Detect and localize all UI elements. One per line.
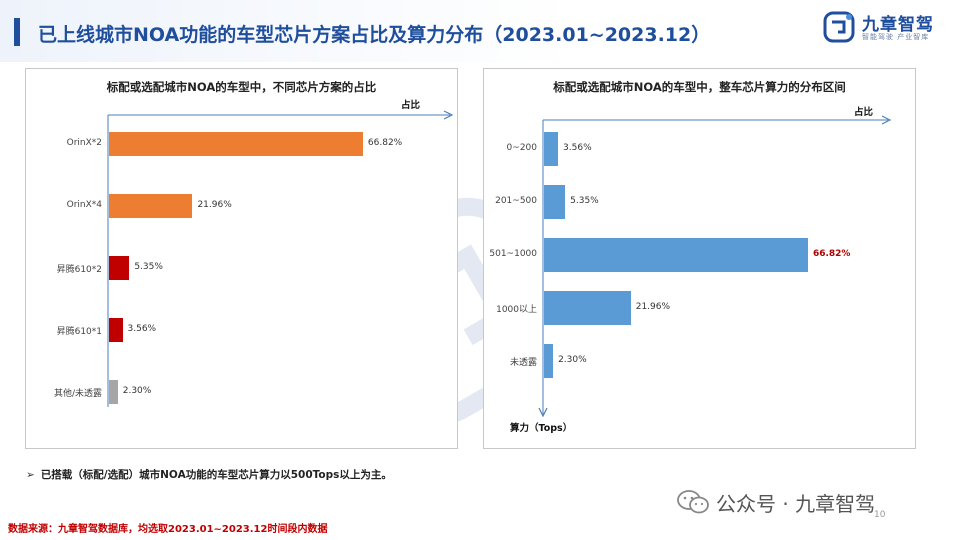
chip-solution-x-axis-label: 占比 [401,100,421,111]
compute-distribution-chart-title: 标配或选配城市NOA的车型中，整车芯片算力的分布区间 [553,80,846,94]
chip-solution-value-label: 2.30% [122,386,152,396]
brand-logo: 九章智驾 智能驾驶 产业智库 [822,8,952,48]
wechat-account-name: 公众号 · 九章智驾 [716,492,876,516]
compute-distribution-bar [544,344,554,378]
chip-solution-category-label: 其他/未透露 [53,389,102,399]
chip-solution-chart-panel: 标配或选配城市NOA的车型中，不同芯片方案的占比 占比 OrinX*2 66.82… [25,68,458,449]
chip-solution-value-label: 5.35% [134,262,163,272]
chip-solution-category-label: 昇腾610*2 [56,265,102,275]
chip-solution-category-label: 昇腾610*1 [56,327,102,337]
chip-solution-x-axis-arrow [443,110,454,120]
compute-distribution-bar [544,291,631,325]
data-source-note: 数据来源：九章智驾数据库，均选取2023.01~2023.12时间段内数据 [8,524,328,535]
compute-distribution-value-label: 66.82% [812,249,851,259]
compute-distribution-category-label: 未透露 [509,358,537,368]
wechat-icon [677,490,709,514]
page-title: 已上线城市NOA功能的车型芯片方案占比及算力分布（2023.01~2023.12… [38,24,711,46]
compute-distribution-category-label: 501~1000 [489,249,537,259]
compute-distribution-bar [544,132,559,166]
compute-x-axis-arrow [881,115,892,125]
chip-solution-value-label: 3.56% [127,324,157,334]
brand-logo-subtitle: 智能驾驶 产业智库 [862,33,930,41]
title-background [0,0,960,62]
compute-distribution-value-label: 21.96% [635,302,671,312]
compute-x-axis-label: 占比 [854,107,874,118]
chip-solution-bar [109,132,363,156]
compute-distribution-chart-panel: 标配或选配城市NOA的车型中，整车芯片算力的分布区间 占比 算力（Tops） 0… [483,68,916,449]
chip-solution-bar [109,256,130,280]
compute-distribution-bar [544,185,566,219]
chip-solution-value-label: 66.82% [367,138,403,148]
title-accent-bar [14,18,20,46]
bullet-arrow-icon: ➢ [26,469,35,481]
compute-distribution-chart-axes [538,115,892,418]
chip-solution-bar [109,380,118,404]
compute-y-axis-label: 算力（Tops） [510,423,573,434]
chip-solution-chart-axes [107,110,454,407]
brand-logo-text: 九章智驾 [862,15,934,35]
compute-distribution-value-label: 3.56% [563,143,592,153]
chip-solution-bar [109,318,123,342]
wechat-account-tag: 公众号 · 九章智驾 [676,486,936,516]
compute-y-axis-arrow [538,407,548,418]
chip-solution-bar [109,194,193,218]
chip-solution-value-label: 21.96% [197,200,232,210]
compute-distribution-category-label: 1000以上 [496,305,537,315]
compute-distribution-category-label: 201~500 [495,196,537,206]
chip-solution-category-label: OrinX*2 [66,138,102,148]
compute-distribution-value-label: 2.30% [558,355,587,365]
chip-solution-chart-title: 标配或选配城市NOA的车型中，不同芯片方案的占比 [106,80,377,94]
compute-distribution-value-label: 5.35% [570,196,599,206]
title-bar: 已上线城市NOA功能的车型芯片方案占比及算力分布（2023.01~2023.12… [0,0,960,62]
brand-logo-icon [823,11,855,43]
key-finding-text: 已搭载（标配/选配）城市NOA功能的车型芯片算力以500Tops以上为主。 [40,469,392,481]
chip-solution-category-label: OrinX*4 [66,200,102,210]
compute-distribution-bar [544,238,808,272]
page-number: 10 [874,510,886,520]
compute-distribution-category-label: 0~200 [506,143,537,153]
key-finding-note: ➢ 已搭载（标配/选配）城市NOA功能的车型芯片算力以500Tops以上为主。 [26,467,392,482]
